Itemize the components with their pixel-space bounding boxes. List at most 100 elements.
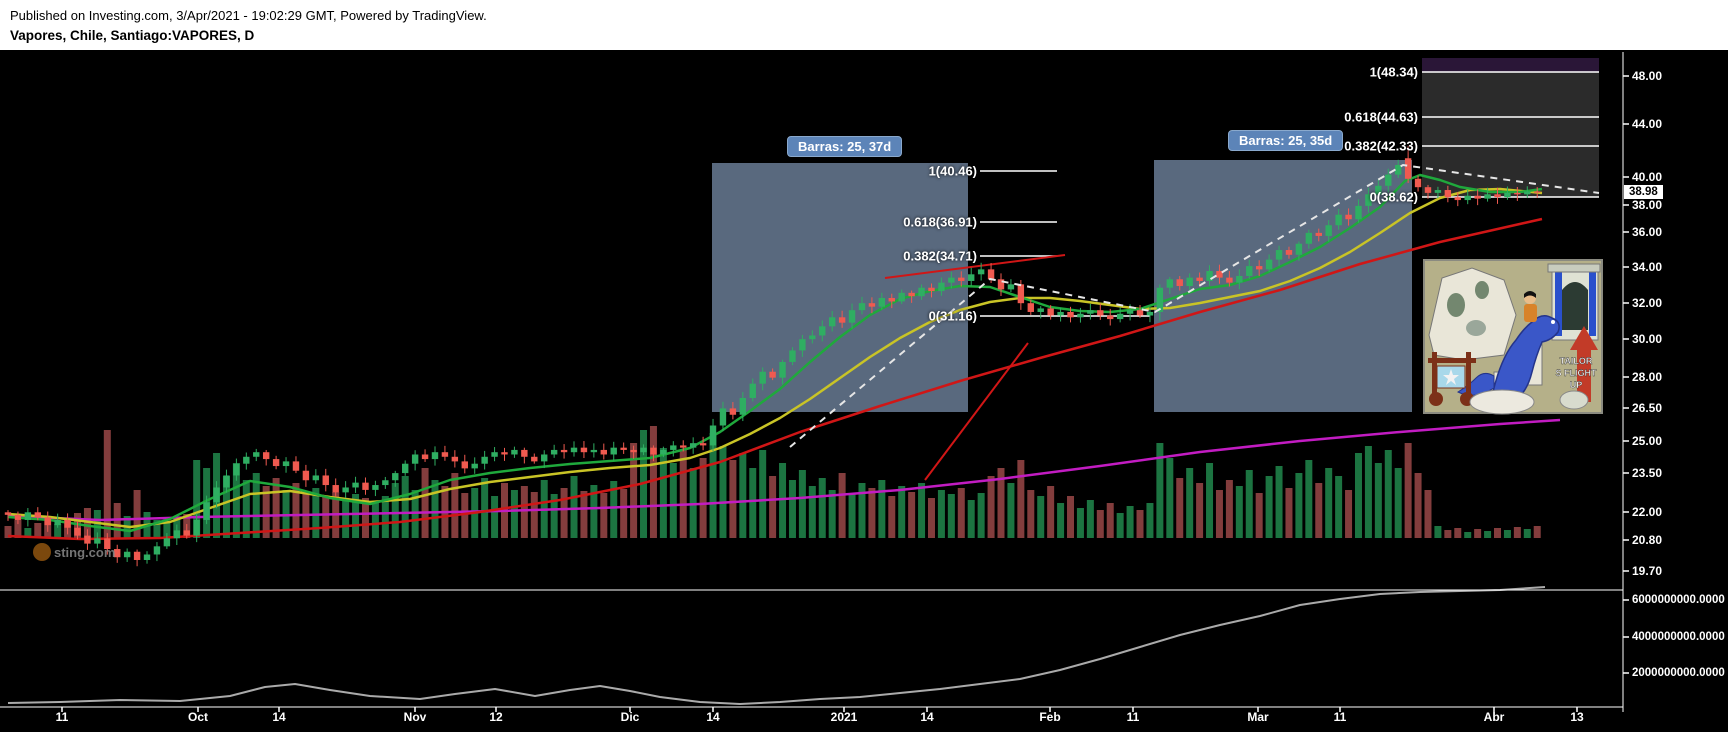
volume-bar bbox=[1364, 446, 1372, 538]
ma-fast-green[interactable] bbox=[7, 173, 1543, 533]
candle-body bbox=[44, 517, 51, 526]
candle-body bbox=[1454, 197, 1461, 201]
candle-body bbox=[302, 470, 310, 481]
volume-bar bbox=[133, 490, 141, 538]
cartoon-sticker[interactable]: TAILOR S FLIGHT UP bbox=[1423, 259, 1603, 415]
volume-bar bbox=[1454, 528, 1462, 538]
volume-bar bbox=[1484, 531, 1492, 538]
ma-mid-yellow[interactable] bbox=[7, 187, 1543, 529]
candle-body bbox=[1196, 277, 1203, 281]
ma-slow-red[interactable] bbox=[7, 217, 1543, 541]
volume-bar bbox=[779, 463, 787, 538]
fib-level-label-38.62: 0(38.62) bbox=[1369, 189, 1418, 205]
volume-bar bbox=[431, 480, 439, 538]
candle-body bbox=[1395, 164, 1402, 175]
candle-body bbox=[997, 279, 1005, 290]
candle-body bbox=[84, 535, 91, 544]
volume-bar bbox=[401, 476, 409, 538]
time-tick-label: Nov bbox=[403, 710, 427, 724]
volume-bar bbox=[788, 480, 796, 538]
candle-body bbox=[1087, 310, 1094, 314]
cumulative-volume-line[interactable] bbox=[7, 586, 1546, 705]
candle-body bbox=[640, 447, 647, 453]
candle-body bbox=[1166, 279, 1174, 288]
volume-bar bbox=[1414, 473, 1422, 538]
volume-bar bbox=[34, 523, 42, 538]
volume-bar bbox=[1265, 476, 1273, 538]
ma-long-magenta[interactable] bbox=[7, 418, 1561, 522]
volume-bar bbox=[1494, 528, 1501, 538]
candle-body bbox=[1444, 190, 1452, 198]
volume-bar bbox=[1464, 532, 1472, 538]
candle-body bbox=[1186, 277, 1193, 287]
time-tick-label: 13 bbox=[1570, 710, 1584, 724]
volume-bar bbox=[4, 526, 12, 538]
candle-body bbox=[362, 482, 369, 490]
candle-body bbox=[431, 452, 439, 460]
volume-bar bbox=[967, 500, 975, 538]
candle-body bbox=[292, 461, 300, 471]
volume-bar bbox=[729, 460, 737, 538]
volume-bar bbox=[1017, 460, 1025, 538]
candle-body bbox=[1037, 308, 1044, 312]
volume-bar bbox=[252, 473, 260, 538]
candle-body bbox=[848, 310, 856, 323]
volume-tick-label: 6000000000.0000 bbox=[1632, 594, 1725, 606]
bars-measure-box-1[interactable] bbox=[712, 163, 968, 412]
candle-body bbox=[1305, 232, 1313, 244]
candle-body bbox=[828, 317, 836, 327]
volume-bar bbox=[838, 473, 846, 538]
volume-bar bbox=[14, 520, 22, 538]
volume-bar bbox=[570, 476, 578, 538]
candle-body bbox=[501, 452, 508, 455]
volume-bar bbox=[1007, 483, 1015, 538]
volume-bar bbox=[163, 523, 171, 538]
candle-body bbox=[114, 549, 121, 558]
time-tick-label: 12 bbox=[489, 710, 503, 724]
candle-body bbox=[958, 277, 965, 281]
candle-body bbox=[262, 452, 270, 460]
zigzag-dashed-trendline[interactable] bbox=[789, 163, 1600, 448]
volume-bar bbox=[391, 483, 399, 538]
price-tick-label: 23.50 bbox=[1632, 466, 1663, 480]
candle-body bbox=[173, 530, 181, 539]
candle-body bbox=[1236, 275, 1243, 283]
trendline-steep[interactable] bbox=[924, 342, 1029, 481]
volume-bar bbox=[1057, 503, 1065, 538]
price-tick-label: 20.80 bbox=[1632, 533, 1663, 547]
candle-body bbox=[977, 269, 985, 275]
volume-bar bbox=[888, 496, 896, 538]
volume-bar bbox=[1235, 486, 1243, 538]
candle-body bbox=[1355, 205, 1362, 220]
bars-range-badge-2[interactable]: Barras: 25, 35d bbox=[1228, 130, 1344, 151]
time-tick-label: Abr bbox=[1483, 710, 1505, 724]
candle-body bbox=[54, 519, 61, 526]
candle-body bbox=[1067, 311, 1074, 318]
last-price-badge: 38.98 bbox=[1624, 185, 1663, 199]
bars-range-badge-1[interactable]: Barras: 25, 37d bbox=[787, 136, 903, 157]
volume-bar bbox=[1424, 490, 1432, 538]
candle-body bbox=[670, 445, 677, 450]
volume-tick-label: 4000000000.0000 bbox=[1632, 631, 1725, 643]
price-tick-label: 19.70 bbox=[1632, 564, 1663, 578]
candle-body bbox=[24, 512, 32, 520]
trendline-jan-peak[interactable] bbox=[884, 254, 1066, 279]
volume-bar bbox=[193, 460, 201, 538]
candle-body bbox=[1484, 194, 1491, 199]
candle-body bbox=[1514, 192, 1521, 195]
volume-bar bbox=[1186, 468, 1194, 538]
volume-bar bbox=[1394, 468, 1402, 538]
candle-body bbox=[441, 452, 449, 457]
volume-bar bbox=[103, 430, 111, 538]
candle-body bbox=[918, 287, 925, 297]
volume-bar bbox=[759, 450, 767, 538]
candle-body bbox=[411, 454, 419, 464]
volume-bar bbox=[83, 508, 91, 538]
volume-bar bbox=[292, 483, 300, 538]
candle-body bbox=[590, 449, 598, 453]
volume-bar bbox=[709, 433, 717, 538]
candle-body bbox=[610, 447, 617, 455]
candle-body bbox=[1255, 266, 1263, 270]
